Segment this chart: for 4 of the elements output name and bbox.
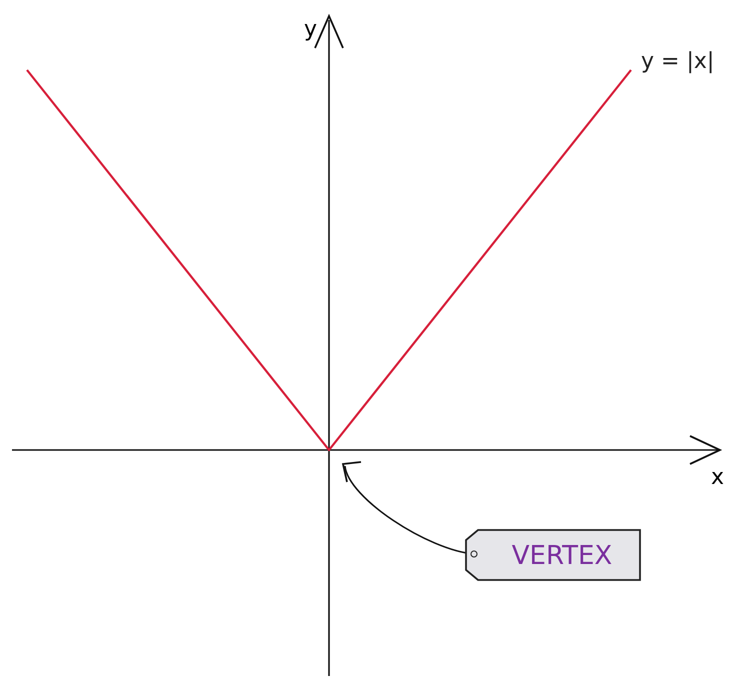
y-axis-title: y	[304, 17, 317, 42]
text: VERTEX	[512, 541, 612, 571]
series-label: y = |x|	[641, 49, 714, 74]
x-axis-title: x	[710, 465, 724, 490]
